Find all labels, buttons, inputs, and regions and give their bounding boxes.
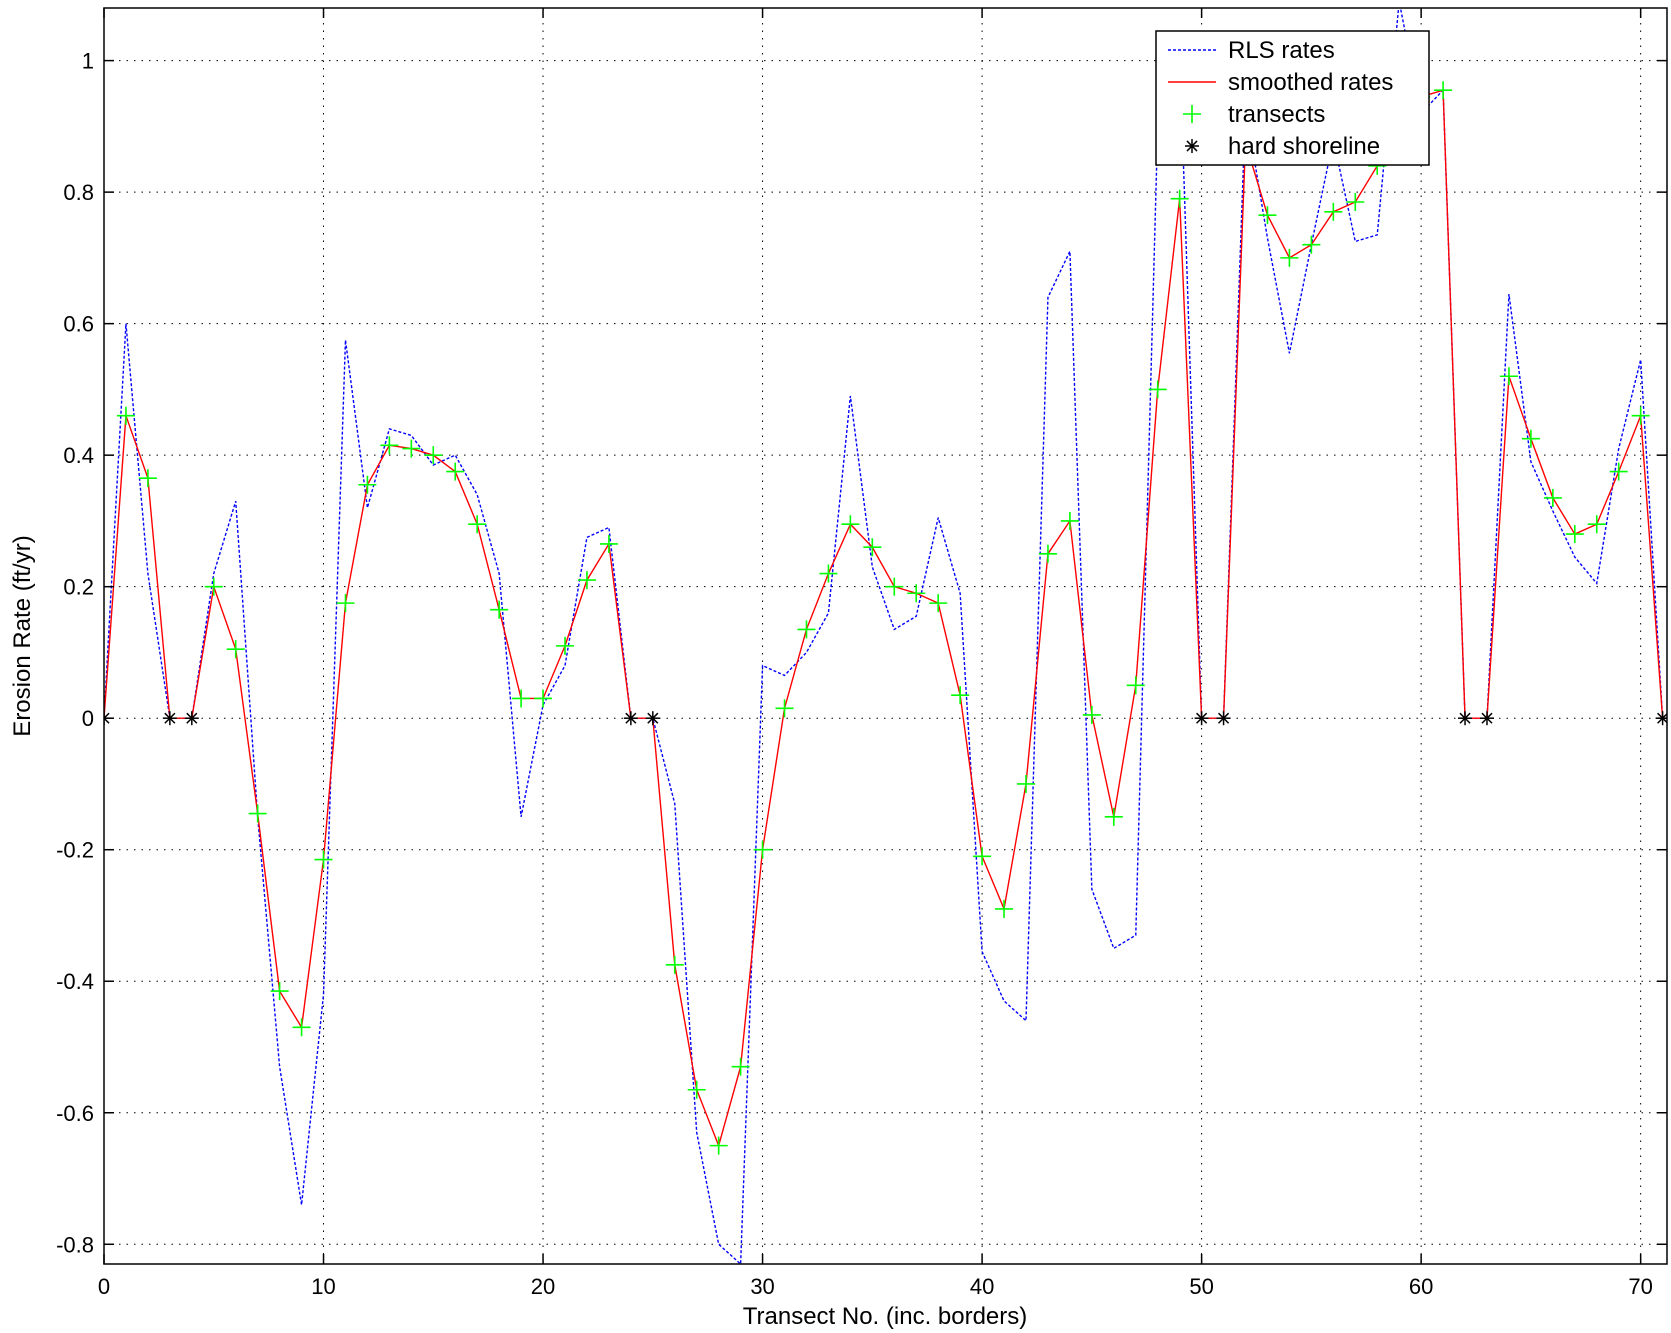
transect-point	[512, 689, 531, 708]
transect-point	[841, 515, 860, 534]
transect-point	[314, 850, 333, 869]
transect-point	[292, 1018, 311, 1037]
transect-point	[665, 955, 684, 974]
transect-point	[863, 538, 882, 557]
x-tick-label: 40	[970, 1274, 994, 1299]
hard-shoreline-point	[1479, 711, 1494, 726]
plot-background	[104, 8, 1667, 1264]
legend-entry-label: hard shoreline	[1228, 133, 1380, 160]
transect-point	[1148, 380, 1167, 399]
legend-box	[1155, 30, 1430, 166]
transect-point	[1543, 488, 1562, 507]
transect-point	[402, 439, 421, 458]
y-tick-label: 0.8	[63, 180, 94, 205]
transect-point	[731, 1057, 750, 1076]
y-tick-label: 0.4	[63, 443, 94, 468]
transect-point	[446, 462, 465, 481]
y-tick-label: -0.2	[56, 838, 94, 863]
hard-shoreline-point	[1194, 711, 1209, 726]
transect-point	[380, 436, 399, 455]
transect-point	[1324, 202, 1343, 221]
transect-point	[1587, 515, 1606, 534]
y-tick-label: 0	[82, 706, 94, 731]
transect-point	[1082, 705, 1101, 724]
transect-point	[973, 847, 992, 866]
transect-point	[599, 534, 618, 553]
transect-point	[1631, 406, 1650, 425]
hard-shoreline-point	[1458, 711, 1473, 726]
hard-shoreline-point	[645, 711, 660, 726]
hard-shoreline-point	[162, 711, 177, 726]
transect-point	[1565, 525, 1584, 544]
transect-point	[1609, 462, 1628, 481]
transect-point	[1016, 774, 1035, 793]
legend-entry-label: smoothed rates	[1228, 69, 1393, 96]
transect-point	[885, 577, 904, 596]
transect-point	[204, 577, 223, 596]
transect-point	[775, 699, 794, 718]
x-axis-label: Transect No. (inc. borders)	[743, 1303, 1028, 1330]
x-tick-label: 50	[1189, 1274, 1213, 1299]
transect-point	[248, 804, 267, 823]
transect-point	[995, 899, 1014, 918]
hard-shoreline-point	[1216, 711, 1231, 726]
transect-point	[1060, 511, 1079, 530]
transect-point	[929, 594, 948, 613]
transect-point	[468, 515, 487, 534]
transect-point	[1258, 206, 1277, 225]
transect-point	[753, 840, 772, 859]
legend-entry-label: transects	[1228, 101, 1325, 128]
x-tick-label: 20	[531, 1274, 555, 1299]
transect-point	[907, 584, 926, 603]
transect-point	[555, 636, 574, 655]
transect-point	[226, 640, 245, 659]
transect-point	[797, 620, 816, 639]
transect-point	[138, 469, 157, 488]
transect-point	[1521, 429, 1540, 448]
y-tick-label: 1	[82, 49, 94, 74]
transect-point	[951, 686, 970, 705]
hard-shoreline-point	[184, 711, 199, 726]
transect-point	[490, 600, 509, 619]
transect-point	[1346, 192, 1365, 211]
rls-rates-line	[104, 8, 1664, 1264]
transect-point	[687, 1080, 706, 1099]
transect-point	[577, 571, 596, 590]
hard-shoreline-point	[623, 711, 638, 726]
transect-point	[1126, 676, 1145, 695]
x-tick-label: 70	[1628, 1274, 1652, 1299]
transect-point	[1434, 81, 1453, 100]
y-tick-label: -0.4	[56, 969, 94, 994]
axis-ticks: 0 10 20 30 40 50 60 70 -0.8 -0.6 -0.4 -0.2 0 0.2 0.4 0.…	[56, 8, 1667, 1299]
transect-point	[1302, 235, 1321, 254]
y-tick-label: 0.6	[63, 312, 94, 337]
transect-point	[1104, 807, 1123, 826]
transect-point	[534, 689, 553, 708]
legend: RLS rates smoothed rates transects hard sho…	[1155, 30, 1430, 166]
transect-point	[709, 1136, 728, 1155]
transect-point	[1499, 367, 1518, 386]
transect-point	[424, 446, 443, 465]
transect-point	[819, 564, 838, 583]
plot-frame	[103, 7, 1668, 1265]
y-axis-label: Erosion Rate (ft/yr)	[9, 535, 36, 736]
transect-point	[358, 475, 377, 494]
y-tick-label: -0.8	[56, 1232, 94, 1257]
transect-point	[270, 982, 289, 1001]
transect-point	[1038, 544, 1057, 563]
x-tick-label: 30	[750, 1274, 774, 1299]
x-tick-label: 60	[1409, 1274, 1433, 1299]
transect-point	[1170, 189, 1189, 208]
transect-point	[1280, 248, 1299, 267]
x-tick-label: 10	[311, 1274, 335, 1299]
legend-entry-label: RLS rates	[1228, 37, 1335, 64]
transect-point	[336, 594, 355, 613]
y-tick-label: 0.2	[63, 575, 94, 600]
legend-transects-swatch	[1183, 105, 1201, 123]
x-tick-label: 0	[98, 1274, 110, 1299]
y-tick-label: -0.6	[56, 1101, 94, 1126]
transect-point	[116, 406, 135, 425]
legend-hard-shoreline-swatch	[1185, 139, 1199, 153]
